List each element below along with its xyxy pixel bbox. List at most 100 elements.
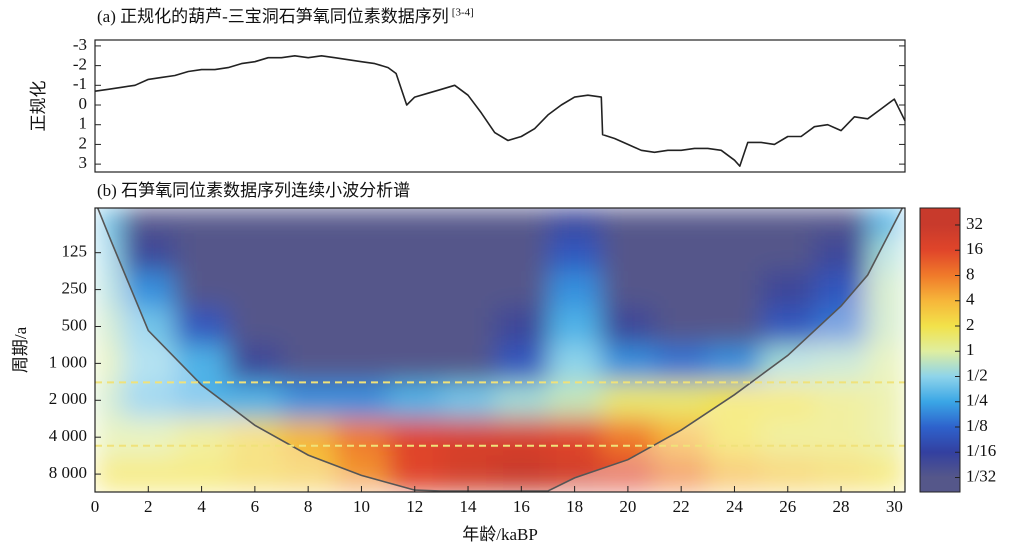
heat-cell [281, 271, 336, 309]
heat-cell [707, 418, 762, 457]
colorbar-tick-label: 1 [966, 340, 975, 359]
heat-cell [281, 308, 336, 346]
y-tick-label: 500 [62, 315, 88, 334]
heat-cell [228, 308, 283, 346]
colorbar [919, 207, 961, 493]
colorbar-tick-label: 1/2 [966, 365, 988, 384]
y-tick-label: 1 000 [49, 352, 87, 371]
heat-cell [814, 308, 869, 346]
heat-cell [654, 455, 709, 492]
colorbar-tick-label: 32 [966, 214, 983, 233]
heat-cell [601, 308, 656, 346]
heat-cell [334, 271, 389, 309]
y-tick-label: 250 [62, 278, 88, 297]
heatmap-cells [95, 208, 905, 492]
heat-cell [228, 271, 283, 309]
heat-cell [761, 344, 815, 383]
heat-cell [814, 344, 869, 383]
heat-cell [441, 381, 496, 420]
heat-cell [174, 381, 229, 420]
heat-cell [228, 381, 283, 420]
x-tick-label: 14 [460, 497, 478, 516]
heat-cell [707, 308, 762, 346]
panel-a-title: (a) 正规化的葫芦-三宝洞石笋氧同位素数据序列 [97, 7, 449, 26]
heat-cell [547, 271, 602, 309]
heat-cell [814, 271, 869, 309]
y-tick-label: -1 [73, 74, 87, 93]
plot-frame [94, 207, 906, 493]
heat-cell [761, 455, 815, 492]
x-tick-label: 8 [304, 497, 313, 516]
heat-cell [761, 418, 815, 457]
heat-cell [654, 208, 709, 236]
heat-cell [174, 271, 229, 309]
colorbar-tick-label: 1/8 [966, 416, 988, 435]
heat-cell [174, 455, 229, 492]
heat-cell [121, 418, 176, 457]
colorbar-tick-label: 8 [966, 264, 975, 283]
heat-cell [654, 271, 709, 309]
heat-cell [441, 344, 496, 383]
y-tick-label: 4 000 [49, 426, 87, 445]
heat-cell [867, 381, 905, 420]
heat-cell [228, 208, 283, 236]
heat-cell [334, 308, 389, 346]
x-tick-label: 6 [251, 497, 260, 516]
heat-cell [494, 381, 549, 420]
y-tick-label: 2 000 [49, 389, 87, 408]
heat-cell [707, 271, 762, 309]
heat-cell [121, 381, 176, 420]
colorbar-tick-label: 2 [966, 315, 975, 334]
heat-cell [547, 308, 602, 346]
heat-cell [494, 344, 549, 383]
heat-cell [174, 208, 229, 236]
heat-cell [388, 208, 442, 236]
heat-cell [121, 344, 176, 383]
x-tick-label: 16 [513, 497, 530, 516]
y-tick-label: 125 [62, 242, 88, 261]
y-tick-label: -3 [73, 35, 87, 54]
heat-cell [388, 234, 442, 272]
heat-cell [867, 271, 905, 309]
heat-cell [707, 455, 762, 492]
heat-cell [814, 234, 869, 272]
y-tick-label: 0 [79, 94, 88, 113]
heat-cell [441, 271, 496, 309]
heat-cell [601, 381, 656, 420]
heat-cell [814, 418, 869, 457]
heat-cell [334, 234, 389, 272]
y-axis-label: 周期/a [11, 326, 30, 373]
heat-cell [441, 308, 496, 346]
heat-cell [601, 455, 656, 492]
heat-cell [441, 418, 496, 457]
x-tick-label: 18 [566, 497, 583, 516]
heat-cell [867, 344, 905, 383]
heat-cell [334, 418, 389, 457]
heat-cell [334, 455, 389, 492]
heat-cell [121, 234, 176, 272]
y-tick-label: 3 [79, 153, 88, 172]
heat-cell [121, 308, 176, 346]
heat-cell [494, 271, 549, 309]
heat-cell [814, 208, 869, 236]
heat-cell [441, 234, 496, 272]
heat-cell [814, 381, 869, 420]
x-tick-label: 2 [144, 497, 153, 516]
heat-cell [601, 234, 656, 272]
y-tick-label: 8 000 [49, 463, 87, 482]
heat-cell [761, 234, 815, 272]
heat-cell [601, 271, 656, 309]
heat-cell [707, 344, 762, 383]
heat-cell [334, 381, 389, 420]
heat-cell [174, 418, 229, 457]
colorbar-tick-label: 1/4 [966, 391, 988, 410]
heat-cell [867, 234, 905, 272]
heat-cell [494, 208, 549, 236]
x-tick-label: 10 [353, 497, 370, 516]
heat-cell [174, 344, 229, 383]
heat-cell [867, 455, 905, 492]
heat-cell [334, 344, 389, 383]
heat-cell [547, 344, 602, 383]
x-tick-label: 20 [619, 497, 636, 516]
